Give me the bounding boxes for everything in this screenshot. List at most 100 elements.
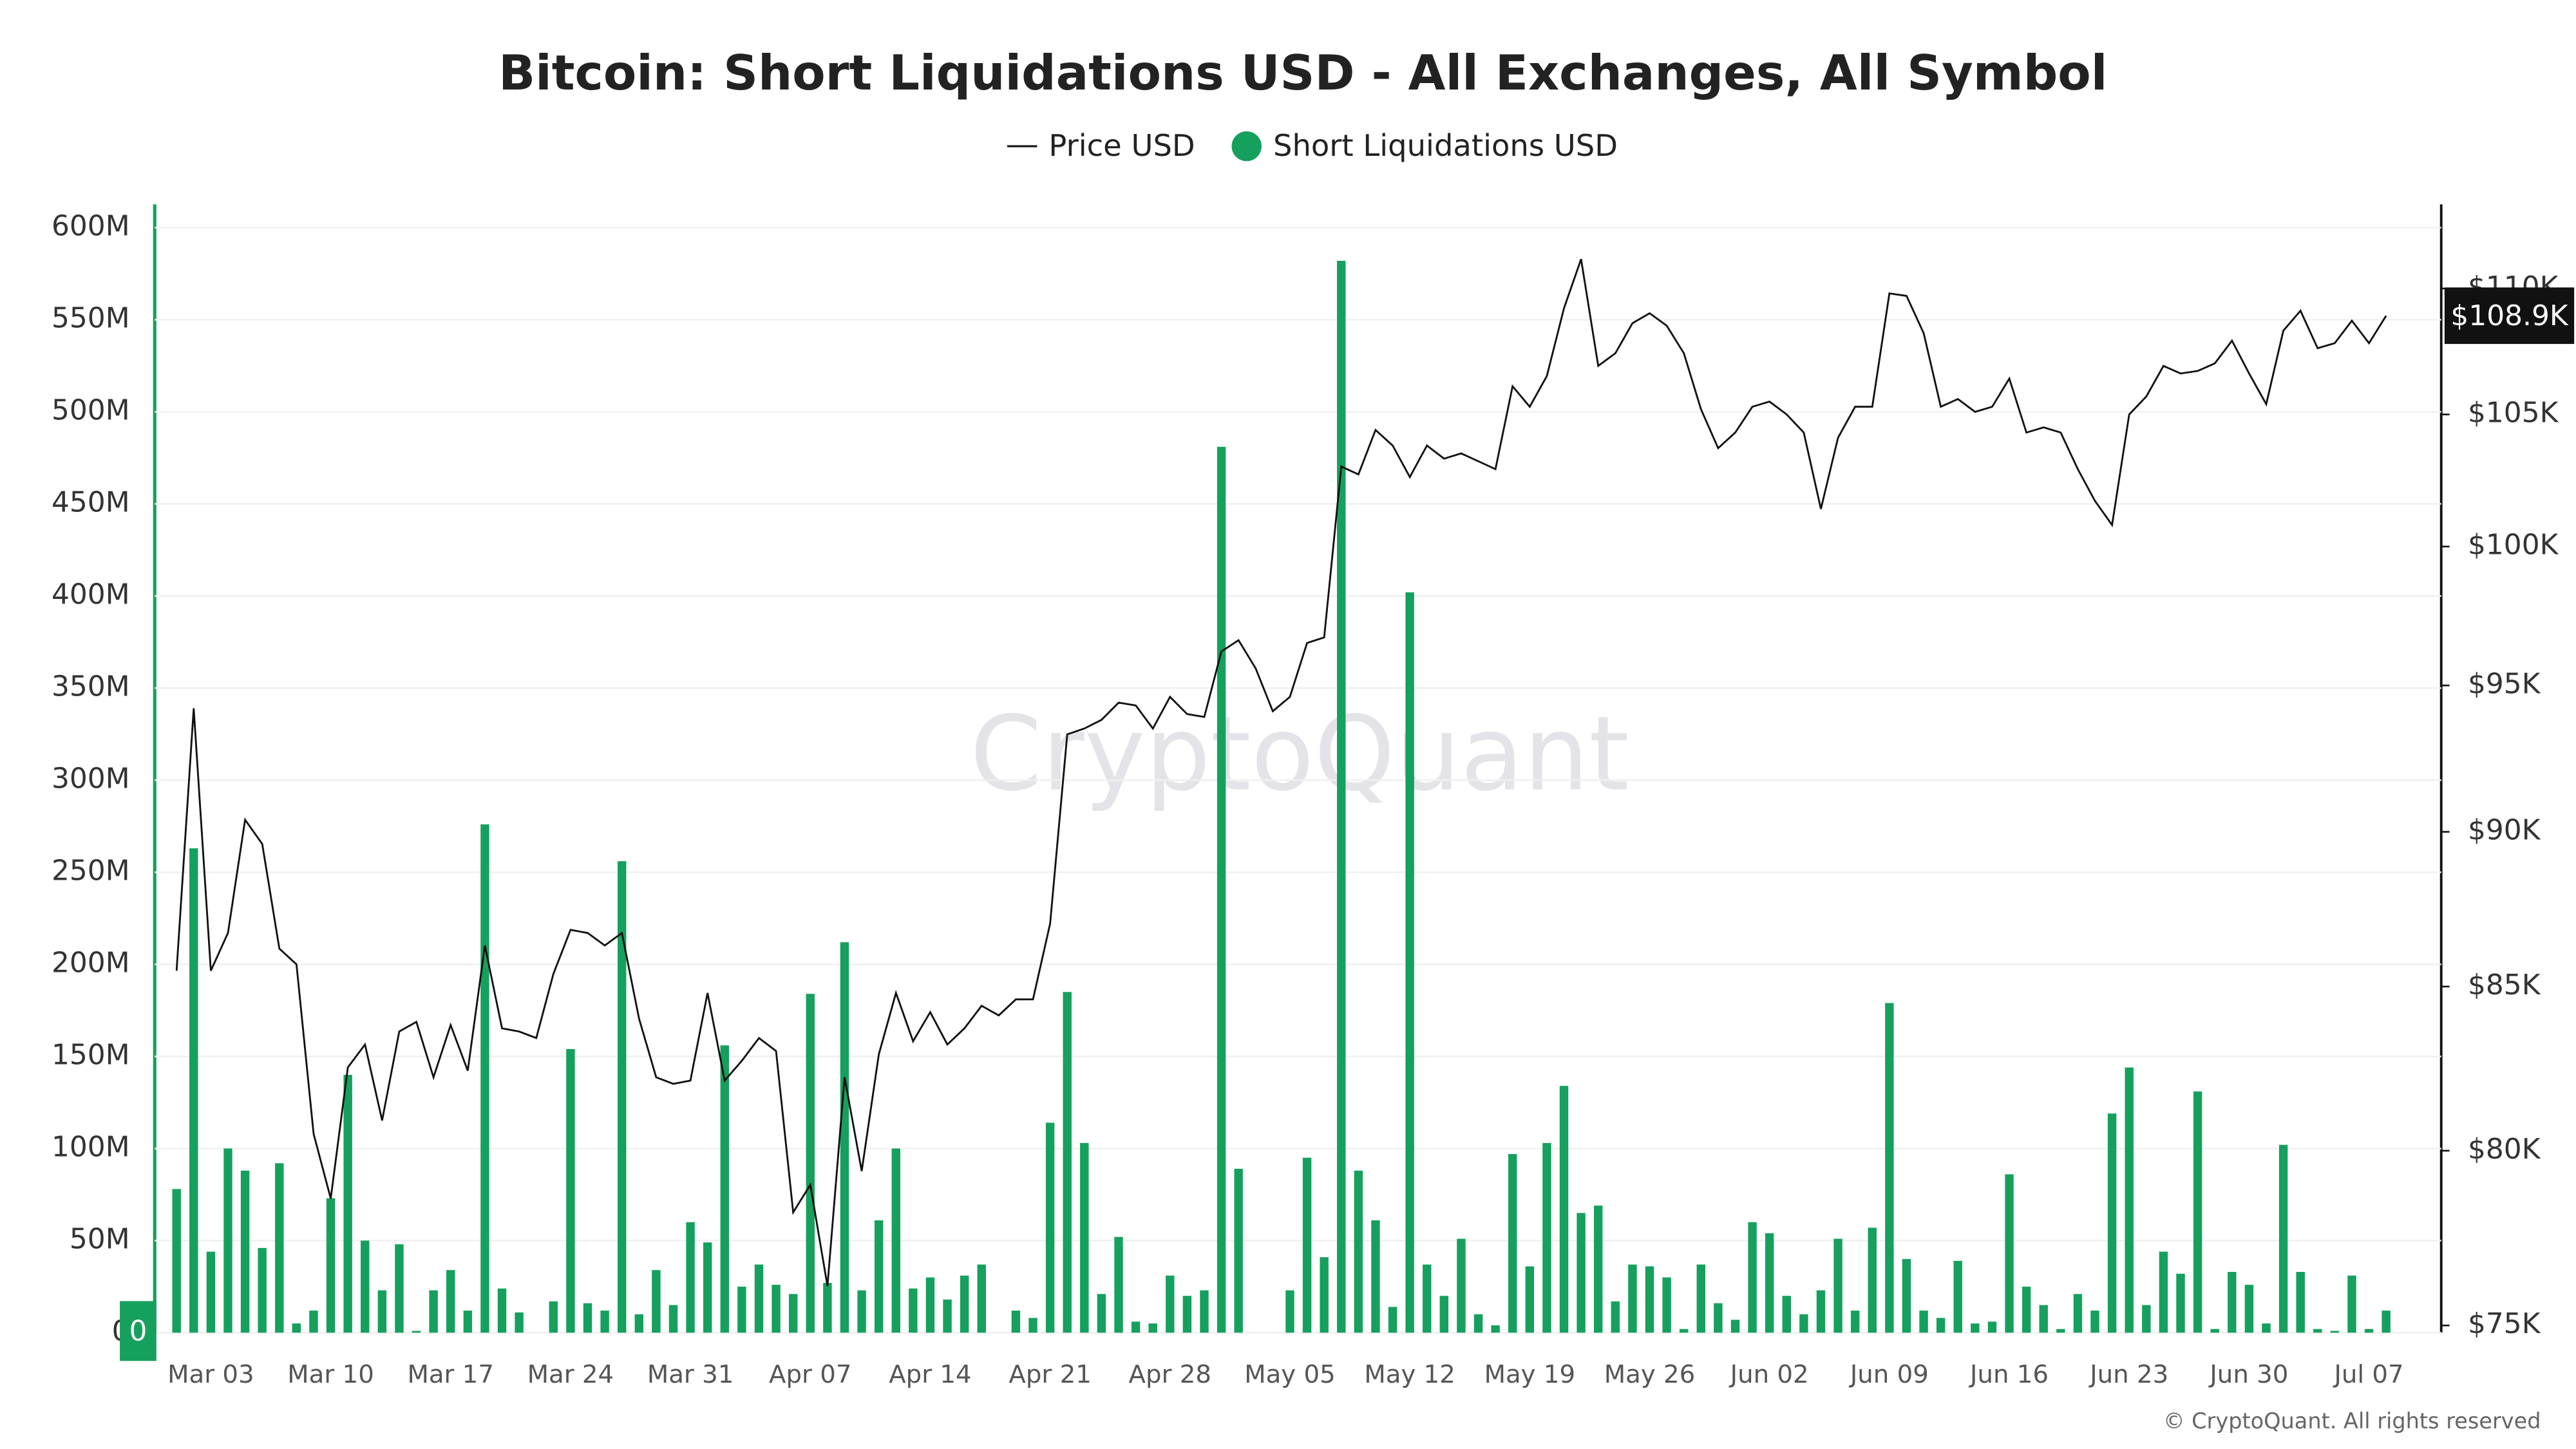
y2-tick-label: $90K <box>2468 814 2541 847</box>
bar <box>1902 1258 1911 1333</box>
bar <box>1182 1296 1192 1333</box>
bar <box>1971 1323 1980 1333</box>
bar <box>806 994 815 1333</box>
x-tick-label: Jun 02 <box>1729 1360 1809 1389</box>
bar <box>549 1301 558 1333</box>
bar <box>1217 446 1226 1333</box>
bar <box>2176 1273 2185 1333</box>
x-tick-label: Apr 28 <box>1129 1360 1211 1389</box>
bar <box>1628 1264 1637 1333</box>
bar <box>686 1222 695 1333</box>
bar <box>1097 1294 1106 1333</box>
bar <box>1987 1321 1997 1333</box>
bar <box>874 1220 884 1333</box>
bar <box>754 1264 764 1333</box>
y2-tick-label: $100K <box>2468 529 2559 562</box>
y-tick-label: 600M <box>52 209 130 242</box>
bar <box>840 942 849 1333</box>
bar <box>2347 1275 2356 1333</box>
bar <box>2107 1113 2117 1333</box>
chart-title: Bitcoin: Short Liquidations USD - All Ex… <box>498 45 2107 101</box>
bar <box>857 1290 866 1333</box>
bar <box>1508 1153 1517 1333</box>
bar <box>446 1270 455 1333</box>
bar <box>172 1189 181 1333</box>
bar <box>2090 1311 2099 1333</box>
value-badge <box>2444 287 2575 345</box>
bar <box>977 1264 986 1333</box>
bar <box>1063 992 1072 1333</box>
bar <box>2142 1305 2151 1333</box>
legend-swatch <box>1231 131 1262 162</box>
y2-tick-label: $95K <box>2468 667 2541 700</box>
bar <box>1148 1323 1157 1333</box>
y-tick-label: 400M <box>52 578 130 611</box>
bar <box>1131 1321 1141 1333</box>
x-tick-label: Mar 10 <box>287 1360 374 1389</box>
bar <box>275 1163 284 1333</box>
bar <box>361 1240 370 1333</box>
x-tick-label: Mar 17 <box>407 1360 494 1389</box>
x-tick-label: Mar 03 <box>167 1360 254 1389</box>
y-tick-label: 250M <box>52 854 130 887</box>
bar <box>1559 1086 1569 1333</box>
x-tick-label: Apr 14 <box>889 1360 971 1389</box>
bar <box>772 1285 781 1333</box>
bar <box>2005 1174 2014 1333</box>
bar <box>925 1277 935 1333</box>
x-tick-label: Apr 21 <box>1009 1360 1091 1389</box>
bar <box>737 1286 746 1333</box>
bar <box>206 1251 216 1333</box>
bar <box>566 1048 575 1333</box>
bar <box>429 1290 438 1333</box>
bar <box>1953 1260 1962 1333</box>
bar <box>2244 1285 2254 1333</box>
bar <box>823 1283 832 1333</box>
y-tick-label: 450M <box>52 486 130 518</box>
bar <box>2330 1331 2340 1333</box>
x-tick-label: Jun 09 <box>1849 1360 1929 1389</box>
bar <box>515 1312 524 1333</box>
bar <box>2278 1144 2288 1333</box>
bar <box>1320 1257 1329 1333</box>
bar <box>1525 1266 1535 1333</box>
bar <box>2313 1329 2322 1333</box>
bar <box>2210 1329 2219 1333</box>
bar <box>1337 260 1346 1333</box>
y-tick-label: 350M <box>52 670 130 703</box>
x-tick-label: Apr 07 <box>769 1360 851 1389</box>
bar <box>2159 1251 2168 1333</box>
bar <box>652 1270 661 1333</box>
x-tick-label: Jul 07 <box>2333 1360 2403 1389</box>
y-tick-label: 100M <box>52 1130 130 1163</box>
y-tick-label: 500M <box>52 393 130 426</box>
x-tick-label: May 26 <box>1604 1360 1696 1389</box>
bar <box>395 1244 404 1333</box>
bar <box>1080 1142 1089 1333</box>
bar <box>1302 1157 1312 1333</box>
bar <box>1405 592 1414 1333</box>
bar <box>1542 1142 1551 1333</box>
bar <box>343 1075 352 1333</box>
bar <box>891 1148 900 1333</box>
bar <box>463 1311 473 1333</box>
bar <box>1491 1325 1500 1333</box>
bar <box>2364 1329 2374 1333</box>
bar <box>1423 1264 1432 1333</box>
bar <box>1696 1264 1706 1333</box>
bar <box>2193 1091 2202 1333</box>
bar <box>1936 1318 1946 1333</box>
bar <box>2382 1311 2391 1333</box>
bar <box>189 848 198 1333</box>
bar <box>1028 1318 1037 1333</box>
bar <box>1730 1320 1740 1333</box>
bar <box>1285 1290 1294 1333</box>
x-tick-label: May 19 <box>1484 1360 1576 1389</box>
x-tick-label: Jun 23 <box>2088 1360 2168 1389</box>
value-badge-label: 0 <box>129 1314 147 1347</box>
bar <box>2125 1067 2134 1333</box>
bar <box>1679 1329 1689 1333</box>
x-tick-label: Mar 31 <box>647 1360 734 1389</box>
bar <box>1114 1236 1123 1333</box>
